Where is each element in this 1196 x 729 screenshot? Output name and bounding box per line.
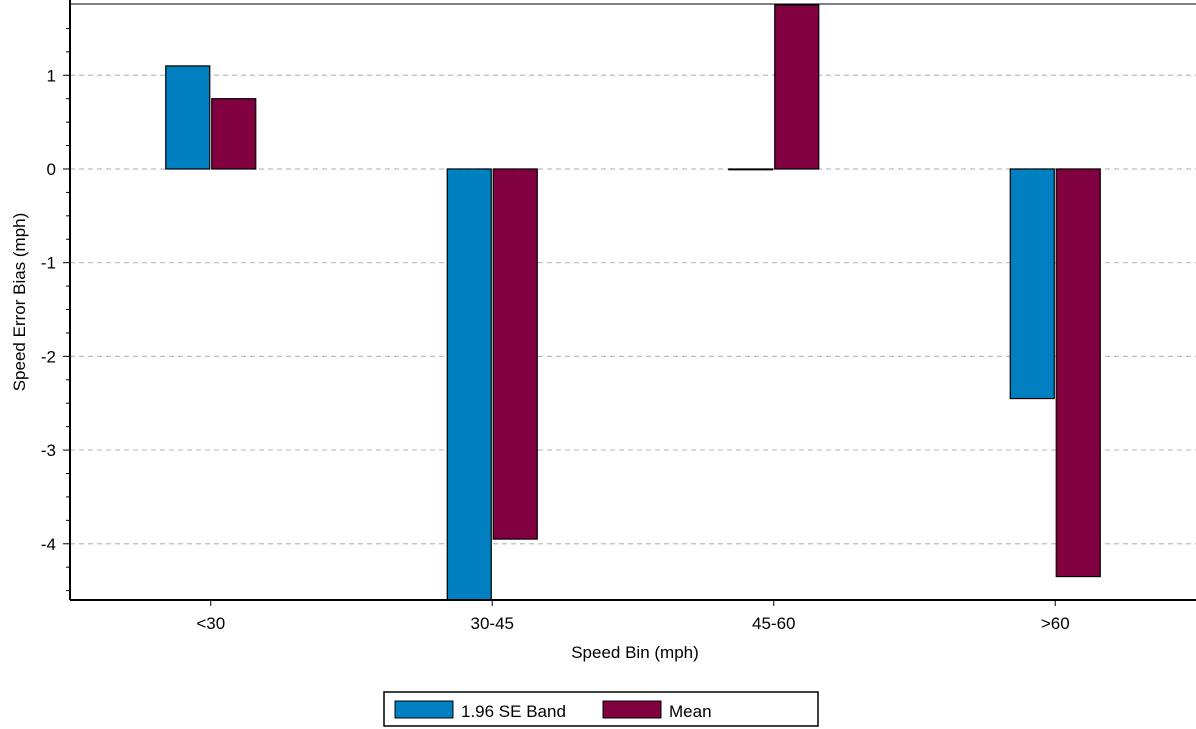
x-tick-label: 45-60 bbox=[752, 614, 795, 633]
x-axis-title: Speed Bin (mph) bbox=[571, 643, 699, 662]
y-tick-label: -1 bbox=[41, 254, 56, 273]
x-tick-label: >60 bbox=[1041, 614, 1070, 633]
legend: 1.96 SE Band Mean bbox=[383, 691, 819, 727]
legend-box bbox=[383, 691, 819, 727]
y-tick-label: -4 bbox=[41, 535, 56, 554]
bar-se-band bbox=[1009, 168, 1055, 400]
y-tick-label: -3 bbox=[41, 441, 56, 460]
bar-mean bbox=[211, 98, 257, 170]
y-tick-label: -2 bbox=[41, 347, 56, 366]
y-axis-title: Speed Error Bias (mph) bbox=[10, 213, 29, 392]
legend-swatch-se-band bbox=[394, 700, 454, 719]
bars bbox=[165, 4, 1101, 601]
axes bbox=[69, 0, 1196, 601]
bar-mean bbox=[774, 4, 820, 170]
bar-se-band bbox=[446, 168, 492, 601]
bar-mean bbox=[1055, 168, 1101, 578]
bar-mean bbox=[492, 168, 538, 540]
ticks: 1 0 -1 -2 -3 -4 <30 30-45 45-60 >60 bbox=[41, 27, 1070, 633]
y-tick-label: 1 bbox=[47, 66, 56, 85]
legend-swatch-mean bbox=[602, 700, 662, 719]
legend-label-mean: Mean bbox=[669, 702, 712, 721]
gridlines bbox=[70, 74, 1196, 545]
legend-label-se-band: 1.96 SE Band bbox=[461, 702, 566, 721]
bar-se-band bbox=[165, 65, 211, 170]
bar-se-band bbox=[728, 168, 774, 171]
x-tick-label: <30 bbox=[196, 614, 225, 633]
x-tick-label: 30-45 bbox=[471, 614, 514, 633]
y-tick-label: 0 bbox=[47, 160, 56, 179]
